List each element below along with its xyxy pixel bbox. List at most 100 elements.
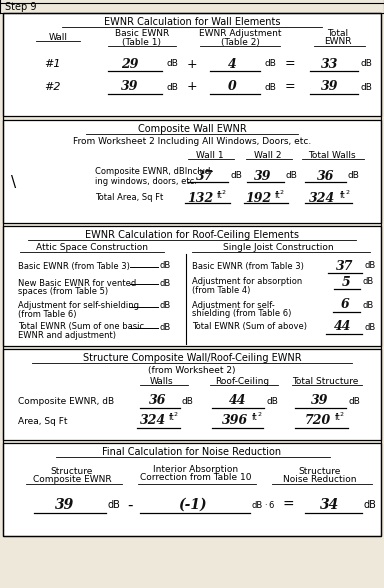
Text: +: + xyxy=(187,58,197,71)
Text: dB: dB xyxy=(362,300,374,309)
Text: 44: 44 xyxy=(334,320,352,333)
Text: 0: 0 xyxy=(228,81,237,93)
Bar xyxy=(3,443,381,536)
Text: 36: 36 xyxy=(149,395,167,407)
Text: EWNR: EWNR xyxy=(324,38,352,46)
Text: dB: dB xyxy=(159,279,170,288)
Text: Adjustment for self-shielding: Adjustment for self-shielding xyxy=(18,302,139,310)
Text: 39: 39 xyxy=(254,169,272,182)
Text: 192: 192 xyxy=(245,192,271,205)
Text: -: - xyxy=(127,497,133,513)
Text: dB: dB xyxy=(264,59,276,68)
Text: shielding (from Table 6): shielding (from Table 6) xyxy=(192,309,291,319)
Text: Basic EWNR: Basic EWNR xyxy=(115,29,169,38)
Text: dB: dB xyxy=(264,82,276,92)
Text: ·: · xyxy=(264,502,266,510)
Bar xyxy=(3,226,381,346)
Text: ft: ft xyxy=(275,191,281,199)
Text: Interior Absorption: Interior Absorption xyxy=(154,465,238,473)
Bar xyxy=(3,120,381,223)
Text: 44: 44 xyxy=(229,395,247,407)
Text: Basic EWNR (from Table 3): Basic EWNR (from Table 3) xyxy=(18,262,130,270)
Text: Composite Wall EWNR: Composite Wall EWNR xyxy=(137,124,247,134)
Text: EWNR Adjustment: EWNR Adjustment xyxy=(199,29,281,38)
Text: Total Walls: Total Walls xyxy=(308,151,356,159)
Text: dB: dB xyxy=(347,172,359,181)
Text: Composite EWNR, dB: Composite EWNR, dB xyxy=(18,396,114,406)
Text: 5: 5 xyxy=(342,276,350,289)
Text: 39: 39 xyxy=(55,498,74,512)
Text: ft: ft xyxy=(340,191,346,199)
Text: 33: 33 xyxy=(321,58,339,71)
Text: dB: dB xyxy=(166,82,178,92)
Text: 36: 36 xyxy=(317,169,335,182)
Text: \: \ xyxy=(12,175,17,189)
Text: Wall 2: Wall 2 xyxy=(254,151,282,159)
Text: dB: dB xyxy=(348,396,360,406)
Text: Roof-Ceiling: Roof-Ceiling xyxy=(215,376,269,386)
Text: 324: 324 xyxy=(309,192,335,205)
Text: 2: 2 xyxy=(222,189,226,195)
Text: Composite EWNR: Composite EWNR xyxy=(33,476,111,485)
Text: +: + xyxy=(187,81,197,93)
Text: #2: #2 xyxy=(44,82,60,92)
Text: (from Table 4): (from Table 4) xyxy=(192,286,250,296)
Text: Total: Total xyxy=(328,29,349,38)
Text: 6: 6 xyxy=(268,502,274,510)
Text: Adjustment for self-: Adjustment for self- xyxy=(192,300,275,309)
Text: Structure: Structure xyxy=(299,466,341,476)
Text: dB: dB xyxy=(364,500,376,510)
Text: dB: dB xyxy=(108,500,121,510)
Bar xyxy=(3,13,381,116)
Text: (Table 1): (Table 1) xyxy=(122,38,162,46)
Text: 2: 2 xyxy=(280,189,284,195)
Text: dB: dB xyxy=(252,502,263,510)
Text: dB: dB xyxy=(230,172,242,181)
Text: Total EWNR (Sum of one basic: Total EWNR (Sum of one basic xyxy=(18,322,144,332)
Text: Total EWNR (Sum of above): Total EWNR (Sum of above) xyxy=(192,322,307,332)
Text: Noise Reduction: Noise Reduction xyxy=(283,476,357,485)
Text: Walls: Walls xyxy=(150,376,174,386)
Text: (from Worksheet 2): (from Worksheet 2) xyxy=(148,366,236,375)
Text: (Table 2): (Table 2) xyxy=(220,38,260,46)
Text: dB: dB xyxy=(159,302,170,310)
Text: dB: dB xyxy=(362,278,374,286)
Text: 39: 39 xyxy=(121,81,139,93)
Text: Step 9: Step 9 xyxy=(5,2,36,12)
Text: New Basic EWNR for vented: New Basic EWNR for vented xyxy=(18,279,136,288)
Text: EWNR and adjustment): EWNR and adjustment) xyxy=(18,332,116,340)
Text: EWNR Calculation for Wall Elements: EWNR Calculation for Wall Elements xyxy=(104,17,280,27)
Text: Structure: Structure xyxy=(51,466,93,476)
Text: =: = xyxy=(285,81,295,93)
Text: ing windows, doors, etc.: ing windows, doors, etc. xyxy=(95,176,197,185)
Text: Total Structure: Total Structure xyxy=(292,376,358,386)
Text: (from Table 6): (from Table 6) xyxy=(18,310,76,319)
Text: Total Area, Sq Ft: Total Area, Sq Ft xyxy=(95,193,163,202)
Text: ft: ft xyxy=(335,413,341,423)
Text: Area, Sq Ft: Area, Sq Ft xyxy=(18,416,68,426)
Text: =: = xyxy=(285,58,295,71)
Text: 37: 37 xyxy=(336,259,354,272)
Bar xyxy=(3,13,381,536)
Text: 4: 4 xyxy=(228,58,237,71)
Text: dB: dB xyxy=(166,59,178,68)
Text: dB: dB xyxy=(364,322,376,332)
Text: Attic Space Construction: Attic Space Construction xyxy=(36,243,148,252)
Text: 2: 2 xyxy=(257,413,261,417)
Text: 720: 720 xyxy=(305,415,331,427)
Text: 39: 39 xyxy=(321,81,339,93)
Text: #1: #1 xyxy=(44,59,60,69)
Text: dB: dB xyxy=(364,262,376,270)
Text: 396: 396 xyxy=(222,415,248,427)
Text: dB: dB xyxy=(181,396,193,406)
Text: (-1): (-1) xyxy=(178,498,206,512)
Text: Final Calculation for Noise Reduction: Final Calculation for Noise Reduction xyxy=(103,447,281,457)
Text: Wall: Wall xyxy=(48,32,68,42)
Text: 29: 29 xyxy=(121,58,139,71)
Text: Single Joist Construction: Single Joist Construction xyxy=(223,243,333,252)
Text: 34: 34 xyxy=(320,498,339,512)
Text: dB: dB xyxy=(360,59,372,68)
Text: dB: dB xyxy=(159,322,170,332)
Text: Composite EWNR, dBInclud-: Composite EWNR, dBInclud- xyxy=(95,168,214,176)
Text: ft: ft xyxy=(217,191,223,199)
